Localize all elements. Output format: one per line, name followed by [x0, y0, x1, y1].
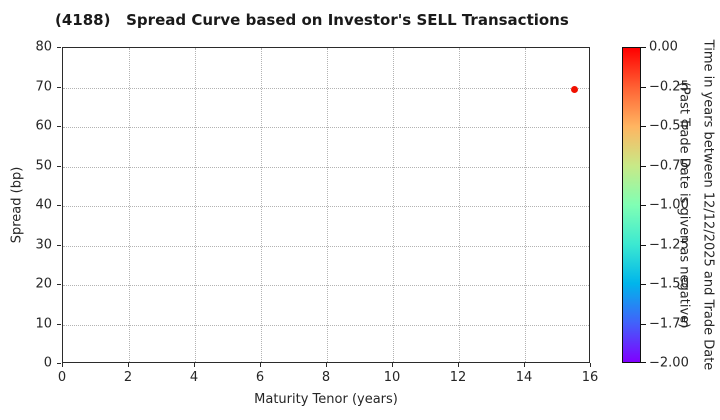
x-tick-mark [392, 363, 393, 367]
gridline-x-10 [393, 48, 394, 362]
colorbar-tick-mark [641, 205, 646, 206]
colorbar-tick-mark [641, 362, 646, 363]
colorbar [622, 47, 641, 363]
gridline-y-10 [63, 324, 589, 326]
colorbar-tick-label: −1.25 [649, 237, 689, 252]
x-axis-label: Maturity Tenor (years) [254, 392, 398, 407]
x-tick-mark [62, 363, 63, 367]
x-tick-label: 6 [255, 370, 265, 385]
x-tick-label: 10 [383, 370, 401, 385]
y-tick-mark [57, 244, 61, 246]
x-tick-mark [326, 363, 327, 367]
x-tick-mark [260, 363, 261, 367]
data-point [571, 86, 578, 94]
x-tick-mark [524, 363, 525, 367]
y-tick-mark [57, 363, 61, 364]
y-tick-mark [57, 86, 61, 88]
gridline-y-70 [63, 87, 589, 89]
colorbar-tick-mark [641, 47, 646, 48]
gridline-x-2 [129, 48, 130, 362]
x-tick-label: 8 [321, 370, 331, 385]
x-tick-mark [458, 363, 459, 367]
gridline-x-12 [459, 48, 460, 362]
colorbar-label-line1: Time in years between 12/12/2025 and Tra… [700, 39, 716, 371]
x-tick-mark [128, 363, 129, 367]
colorbar-tick-mark [641, 86, 646, 88]
x-tick-mark [590, 363, 591, 367]
y-tick-label: 50 [35, 158, 52, 173]
x-tick-label: 16 [581, 370, 599, 385]
x-tick-label: 2 [123, 370, 133, 385]
plot-area [62, 47, 590, 363]
y-tick-label: 0 [43, 355, 52, 371]
y-tick-label: 30 [35, 237, 52, 252]
colorbar-tick-mark [641, 165, 646, 167]
gridline-y-60 [63, 127, 589, 128]
chart-title: (4188) Spread Curve based on Investor's … [55, 11, 569, 29]
y-tick-mark [57, 205, 61, 206]
y-tick-mark [57, 47, 61, 48]
colorbar-tick-label: −2.00 [649, 355, 689, 371]
colorbar-tick-label: −1.75 [649, 316, 689, 331]
y-tick-mark [57, 126, 61, 127]
gridline-y-20 [63, 285, 589, 286]
y-tick-label: 60 [35, 118, 52, 134]
y-tick-label: 20 [35, 276, 52, 292]
gridline-x-6 [261, 48, 262, 362]
x-tick-label: 0 [57, 370, 67, 385]
y-tick-mark [57, 323, 61, 325]
colorbar-tick-mark [641, 126, 646, 127]
y-tick-label: 40 [35, 197, 52, 213]
gridline-x-4 [195, 48, 196, 362]
colorbar-tick-label: −1.50 [649, 276, 689, 292]
gridline-y-40 [63, 206, 589, 207]
colorbar-tick-label: −1.00 [649, 197, 689, 213]
y-tick-label: 10 [35, 316, 52, 331]
y-axis-label: Spread (bp) [9, 166, 25, 244]
colorbar-tick-mark [641, 323, 646, 325]
colorbar-tick-label: −0.75 [649, 158, 689, 173]
x-tick-mark [194, 363, 195, 367]
y-tick-label: 80 [35, 39, 52, 55]
gridline-y-30 [63, 245, 589, 247]
gridline-x-14 [525, 48, 526, 362]
x-tick-label: 14 [515, 370, 533, 385]
y-tick-label: 70 [35, 79, 52, 94]
colorbar-tick-mark [641, 244, 646, 246]
gridline-y-50 [63, 166, 589, 168]
y-tick-mark [57, 284, 61, 285]
colorbar-tick-label: −0.50 [649, 118, 689, 134]
colorbar-tick-mark [641, 284, 646, 285]
gridline-x-8 [327, 48, 328, 362]
x-tick-label: 12 [449, 370, 467, 385]
colorbar-tick-label: −0.25 [649, 79, 689, 94]
x-tick-label: 4 [189, 370, 199, 385]
y-tick-mark [57, 165, 61, 167]
colorbar-tick-label: 0.00 [649, 39, 678, 55]
